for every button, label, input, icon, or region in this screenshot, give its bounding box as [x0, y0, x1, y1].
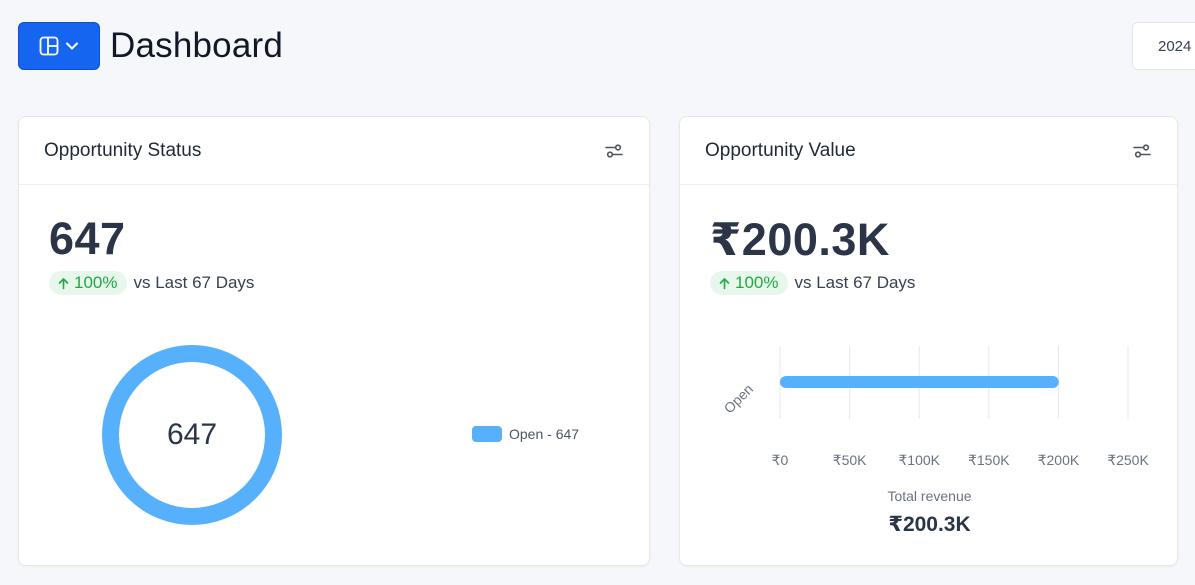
- layout-panel-icon: [39, 36, 59, 56]
- x-axis-label: Total revenue: [887, 488, 972, 504]
- metric-value: ₹200.3K: [710, 214, 890, 265]
- filter-settings-button[interactable]: [603, 140, 625, 162]
- trend-row: 100% vs Last 67 Days: [49, 271, 254, 295]
- metric-value: 647: [49, 213, 126, 264]
- filter-settings-button[interactable]: [1131, 140, 1153, 162]
- x-tick-label: ₹250K: [1107, 452, 1149, 468]
- trend-percent: 100%: [735, 273, 779, 292]
- x-tick-label: ₹100K: [898, 452, 940, 468]
- legend-label: Open - 647: [509, 426, 580, 442]
- sliders-icon: [1133, 143, 1151, 158]
- bar-chart: ₹0 ₹50K ₹100K ₹150K ₹200K ₹250K Open: [721, 346, 1149, 468]
- x-tick-label: ₹0: [772, 452, 789, 468]
- card-title: Opportunity Value: [705, 139, 856, 161]
- legend-item-open[interactable]: Open - 647: [472, 426, 579, 442]
- chevron-down-icon: [66, 42, 78, 50]
- total-revenue-value: ₹200.3K: [888, 513, 971, 536]
- trend-comparison-text: vs Last 67 Days: [133, 273, 255, 292]
- legend-swatch: [472, 426, 502, 442]
- arrow-up-icon: [58, 277, 69, 289]
- donut-chart: 647: [101, 344, 283, 526]
- card-title: Opportunity Status: [44, 139, 202, 161]
- layout-switcher-button[interactable]: [18, 22, 100, 70]
- sliders-icon: [605, 143, 623, 158]
- card-header: Opportunity Value: [680, 117, 1177, 185]
- opportunity-status-card: Opportunity Status 647 100% vs Last 67 D…: [18, 116, 650, 566]
- donut-center-label: 647: [166, 418, 218, 451]
- donut-slice[interactable]: [102, 345, 282, 525]
- opportunity-value-card: Opportunity Value ₹200.3K 100% vs Last 6…: [679, 116, 1178, 566]
- x-tick-label: ₹150K: [968, 452, 1010, 468]
- trend-badge: 100%: [710, 271, 789, 295]
- trend-percent: 100%: [74, 273, 118, 292]
- y-category-label: Open: [721, 381, 757, 417]
- x-tick-label: ₹50K: [833, 452, 867, 468]
- page-title: Dashboard: [110, 26, 284, 65]
- date-range-text: 2024: [1158, 37, 1192, 55]
- card-header: Opportunity Status: [19, 117, 649, 185]
- trend-row: 100% vs Last 67 Days: [710, 271, 915, 295]
- date-range-picker[interactable]: 2024: [1132, 22, 1195, 70]
- x-tick-label: ₹200K: [1038, 452, 1080, 468]
- arrow-up-icon: [719, 277, 730, 289]
- trend-badge: 100%: [49, 271, 128, 295]
- trend-comparison-text: vs Last 67 Days: [794, 273, 916, 292]
